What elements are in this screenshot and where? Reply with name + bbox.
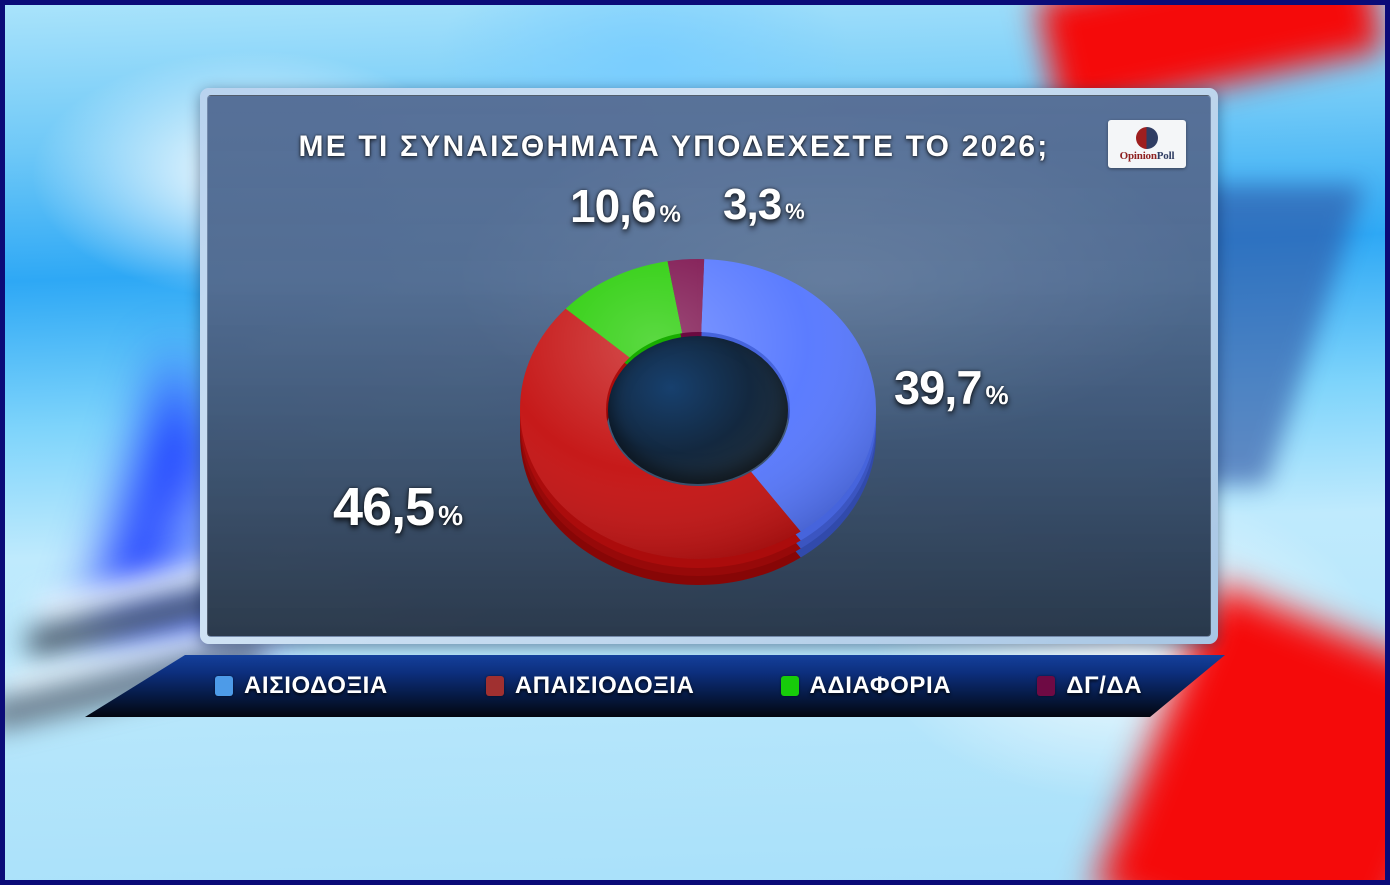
percent-sign-aisiodoxia: %: [985, 380, 1009, 410]
page-title: ΜΕ ΤΙ ΣΥΝΑΙΣΘΗΜΑΤΑ ΥΠΟΔΕΧΕΣΤΕ ΤΟ 2026;: [298, 130, 1050, 163]
value-label-apaisiodoxia: 46,5 %: [333, 476, 463, 538]
logo-word-opinion: Opinion: [1119, 149, 1157, 162]
percent-sign-dgda: %: [785, 199, 805, 224]
percent-sign-apaisiodoxia: %: [438, 500, 464, 531]
value-number-aisiodoxia: 39,7: [894, 361, 982, 414]
legend-item-adiaforia[interactable]: ΑΔΙΑΦΟΡΙΑ: [780, 672, 952, 700]
title-row: ΜΕ ΤΙ ΣΥΝΑΙΣΘΗΜΑΤΑ ΥΠΟΔΕΧΕΣΤΕ ΤΟ 2026;: [208, 130, 1210, 178]
donut-shading-overlay: [520, 259, 877, 559]
donut-chart: [503, 244, 893, 594]
legend-bar-background: [85, 655, 1225, 717]
legend-swatch-icon-adiaforia: [780, 676, 799, 696]
chart-panel-inner: ΜΕ ΤΙ ΣΥΝΑΙΣΘΗΜΑΤΑ ΥΠΟΔΕΧΕΣΤΕ ΤΟ 2026; O…: [207, 95, 1211, 637]
legend-items: ΑΙΣΙΟΔΟΞΙΑ ΑΠΑΙΣΙΟΔΟΞΙΑ ΑΔΙΑΦΟΡΙΑ ΔΓ/ΔΑ: [85, 655, 1230, 717]
value-label-adiaforia: 10,6 %: [570, 179, 681, 233]
legend-swatch-icon-aisiodoxia: [215, 676, 233, 696]
value-number-dgda: 3,3: [723, 180, 782, 229]
legend-swatch-icon-apaisiodoxia: [485, 676, 504, 696]
percent-sign-adiaforia: %: [659, 201, 681, 228]
logo-circle-icon: [1136, 126, 1158, 149]
legend-label-adiaforia: ΑΔΙΑΦΟΡΙΑ: [809, 672, 952, 699]
donut-top-surface: [520, 259, 877, 559]
value-number-apaisiodoxia: 46,5: [333, 477, 435, 537]
legend-item-apaisiodoxia[interactable]: ΑΠΑΙΣΙΟΔΟΞΙΑ: [485, 672, 695, 700]
legend-swatch-icon-dgda: [1037, 676, 1056, 696]
legend-label-aisiodoxia: ΑΙΣΙΟΔΟΞΙΑ: [244, 672, 388, 699]
value-label-aisiodoxia: 39,7 %: [894, 360, 1009, 415]
legend-item-dgda[interactable]: ΔΓ/ΔΑ: [1037, 672, 1142, 700]
value-number-adiaforia: 10,6: [570, 180, 657, 232]
donut-center-hole: [608, 336, 788, 484]
legend-label-dgda: ΔΓ/ΔΑ: [1066, 672, 1143, 699]
legend-item-aisiodoxia[interactable]: ΑΙΣΙΟΔΟΞΙΑ: [215, 672, 388, 700]
logo-word-poll: Poll: [1156, 149, 1175, 162]
opinionpoll-logo: OpinionPoll: [1108, 120, 1186, 168]
value-label-dgda: 3,3 %: [723, 180, 805, 230]
legend-bar: ΑΙΣΙΟΔΟΞΙΑ ΑΠΑΙΣΙΟΔΟΞΙΑ ΑΔΙΑΦΟΡΙΑ ΔΓ/ΔΑ: [85, 655, 1230, 717]
logo-wordmark: OpinionPoll: [1120, 150, 1175, 162]
chart-panel: ΜΕ ΤΙ ΣΥΝΑΙΣΘΗΜΑΤΑ ΥΠΟΔΕΧΕΣΤΕ ΤΟ 2026; O…: [200, 88, 1218, 644]
legend-label-apaisiodoxia: ΑΠΑΙΣΙΟΔΟΞΙΑ: [514, 672, 695, 699]
